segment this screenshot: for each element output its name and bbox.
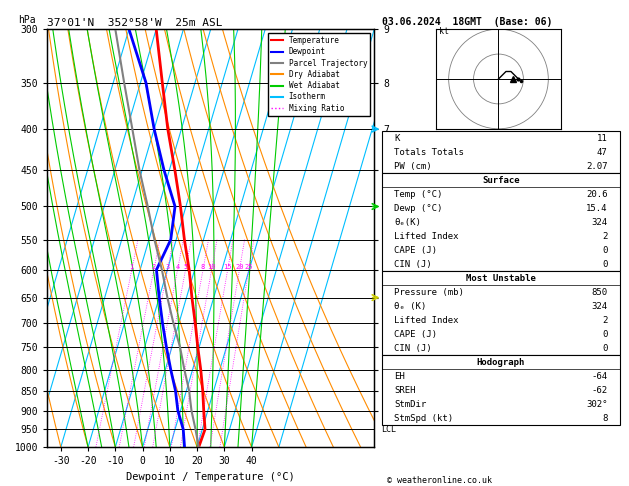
Text: 302°: 302° bbox=[586, 399, 608, 409]
Text: K: K bbox=[394, 134, 399, 143]
Text: kt: kt bbox=[438, 27, 448, 36]
Text: 4: 4 bbox=[175, 264, 180, 270]
Text: Lifted Index: Lifted Index bbox=[394, 316, 459, 325]
Text: 8: 8 bbox=[603, 414, 608, 423]
Text: © weatheronline.co.uk: © weatheronline.co.uk bbox=[387, 476, 492, 485]
Text: CAPE (J): CAPE (J) bbox=[394, 330, 437, 339]
FancyBboxPatch shape bbox=[382, 173, 620, 271]
FancyBboxPatch shape bbox=[382, 271, 620, 355]
Text: 0: 0 bbox=[603, 260, 608, 269]
Text: 15.4: 15.4 bbox=[586, 204, 608, 213]
Text: Temp (°C): Temp (°C) bbox=[394, 190, 443, 199]
Text: 8: 8 bbox=[201, 264, 205, 270]
Text: Lifted Index: Lifted Index bbox=[394, 232, 459, 241]
Text: 850: 850 bbox=[592, 288, 608, 296]
Text: 324: 324 bbox=[592, 302, 608, 311]
Text: θₑ(K): θₑ(K) bbox=[394, 218, 421, 226]
Text: Totals Totals: Totals Totals bbox=[394, 148, 464, 156]
Text: 2: 2 bbox=[152, 264, 156, 270]
Text: hPa: hPa bbox=[18, 15, 35, 25]
Text: 0: 0 bbox=[603, 330, 608, 339]
Text: 0: 0 bbox=[603, 344, 608, 353]
Text: EH: EH bbox=[394, 372, 405, 381]
Text: 0: 0 bbox=[603, 246, 608, 255]
Text: -62: -62 bbox=[592, 386, 608, 395]
Text: CAPE (J): CAPE (J) bbox=[394, 246, 437, 255]
Text: 324: 324 bbox=[592, 218, 608, 226]
X-axis label: Dewpoint / Temperature (°C): Dewpoint / Temperature (°C) bbox=[126, 472, 295, 482]
Text: StmDir: StmDir bbox=[394, 399, 426, 409]
Text: 20: 20 bbox=[235, 264, 243, 270]
Text: CIN (J): CIN (J) bbox=[394, 344, 432, 353]
FancyBboxPatch shape bbox=[382, 355, 620, 425]
FancyBboxPatch shape bbox=[382, 131, 620, 173]
Text: StmSpd (kt): StmSpd (kt) bbox=[394, 414, 454, 423]
Text: Pressure (mb): Pressure (mb) bbox=[394, 288, 464, 296]
Text: Hodograph: Hodograph bbox=[477, 358, 525, 366]
Text: Dewp (°C): Dewp (°C) bbox=[394, 204, 443, 213]
Text: 47: 47 bbox=[597, 148, 608, 156]
Text: PW (cm): PW (cm) bbox=[394, 162, 432, 171]
Text: 20.6: 20.6 bbox=[586, 190, 608, 199]
Text: 10: 10 bbox=[208, 264, 216, 270]
Text: 5: 5 bbox=[184, 264, 187, 270]
Text: -64: -64 bbox=[592, 372, 608, 381]
Text: 03.06.2024  18GMT  (Base: 06): 03.06.2024 18GMT (Base: 06) bbox=[382, 17, 553, 27]
Text: 11: 11 bbox=[597, 134, 608, 143]
Text: 2.07: 2.07 bbox=[586, 162, 608, 171]
Text: 15: 15 bbox=[223, 264, 232, 270]
Y-axis label: km
ASL: km ASL bbox=[409, 238, 426, 260]
Text: 37°01'N  352°58'W  25m ASL: 37°01'N 352°58'W 25m ASL bbox=[47, 18, 223, 28]
Text: Surface: Surface bbox=[482, 176, 520, 185]
Text: Most Unstable: Most Unstable bbox=[466, 274, 536, 283]
Text: 2: 2 bbox=[603, 232, 608, 241]
Text: θₑ (K): θₑ (K) bbox=[394, 302, 426, 311]
Text: 1: 1 bbox=[130, 264, 134, 270]
Text: LCL: LCL bbox=[381, 425, 396, 434]
Text: 3: 3 bbox=[165, 264, 170, 270]
Legend: Temperature, Dewpoint, Parcel Trajectory, Dry Adiabat, Wet Adiabat, Isotherm, Mi: Temperature, Dewpoint, Parcel Trajectory… bbox=[268, 33, 370, 116]
Text: CIN (J): CIN (J) bbox=[394, 260, 432, 269]
Text: SREH: SREH bbox=[394, 386, 416, 395]
Text: 25: 25 bbox=[245, 264, 253, 270]
Text: 2: 2 bbox=[603, 316, 608, 325]
